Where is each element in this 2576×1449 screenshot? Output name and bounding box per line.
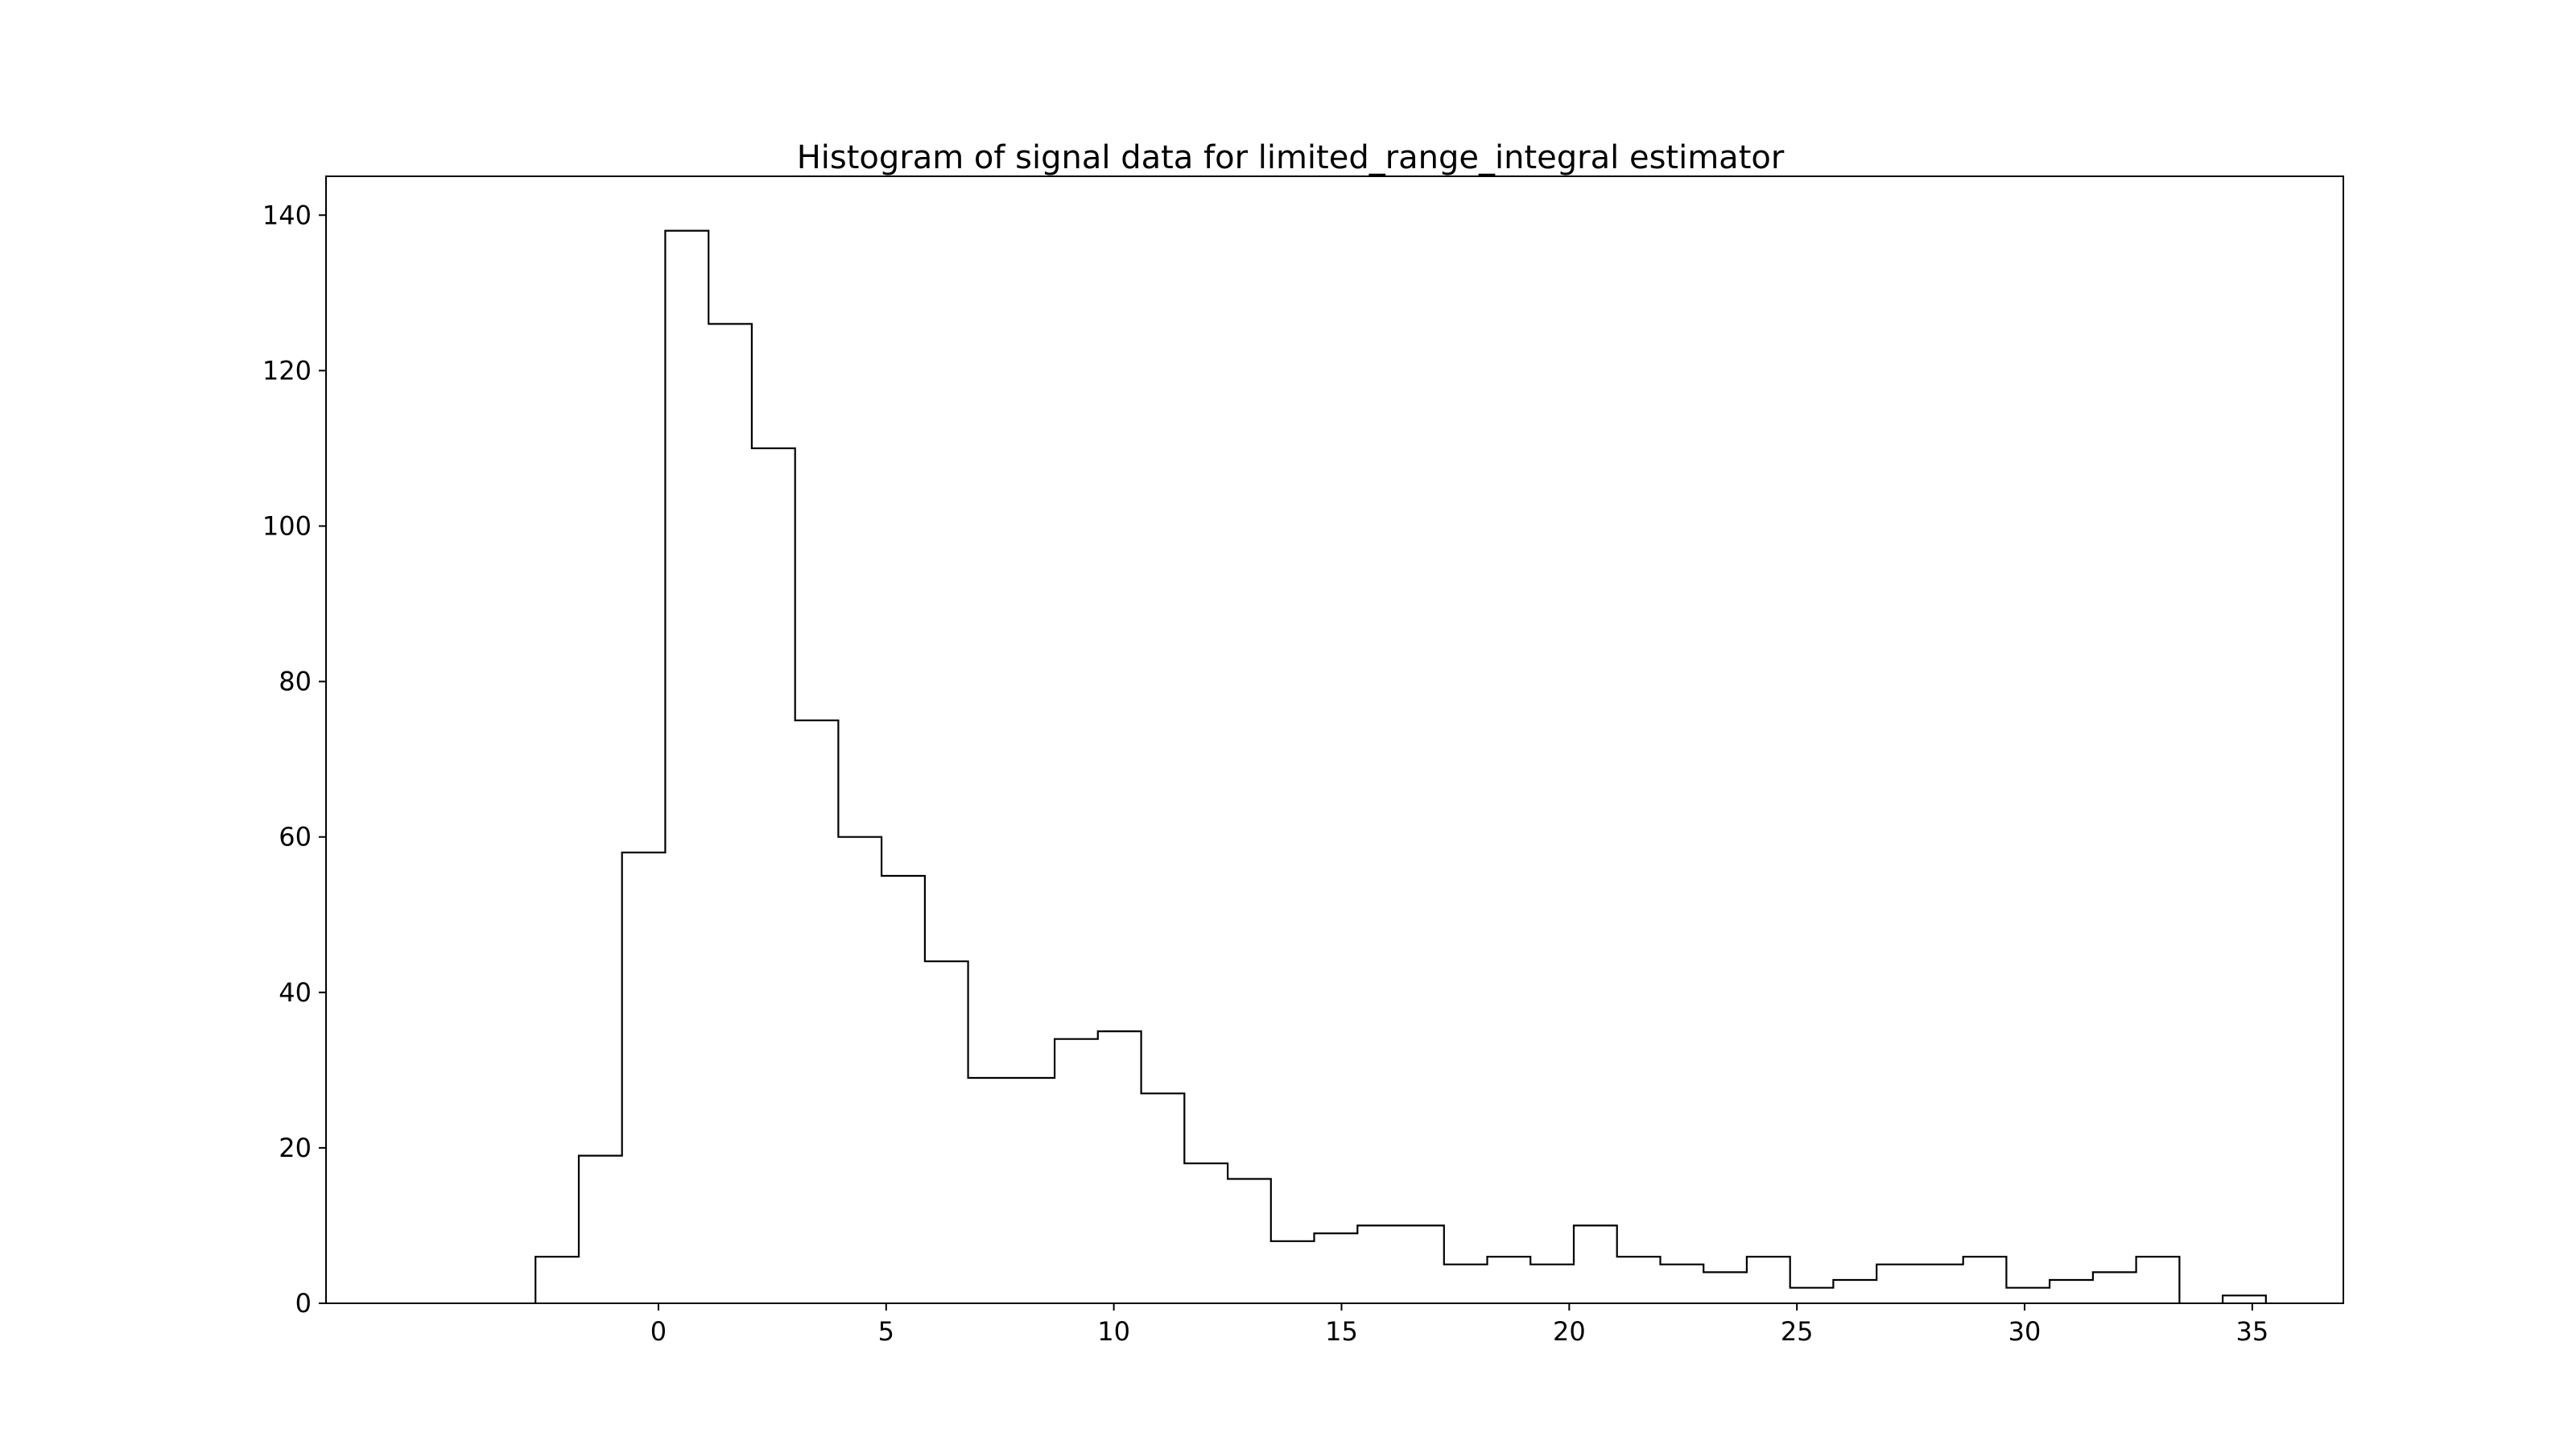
histogram-bin [708, 324, 752, 1303]
y-tick-label: 120 [262, 355, 312, 386]
histogram-bin [535, 1257, 579, 1303]
histogram-bin [1228, 1179, 1271, 1304]
y-tick-label: 20 [279, 1133, 312, 1163]
histogram-bin [2093, 1272, 2136, 1303]
histogram-bin [795, 720, 839, 1303]
y-tick-label: 80 [279, 667, 312, 697]
x-tick-label: 15 [1325, 1316, 1358, 1347]
histogram-bin [2136, 1257, 2180, 1303]
y-tick-label: 100 [262, 510, 312, 541]
x-tick-label: 30 [2008, 1316, 2041, 1347]
histogram-bin [1920, 1265, 1963, 1303]
histogram-bin [1963, 1257, 2007, 1303]
histogram-bin [1530, 1265, 1574, 1303]
x-tick-label: 5 [878, 1316, 894, 1347]
histogram-bin [1098, 1031, 1141, 1303]
histogram-bin [881, 876, 925, 1303]
histogram-bin [1055, 1039, 1098, 1303]
x-tick-label: 25 [1781, 1316, 1814, 1347]
histogram-bin [1141, 1093, 1185, 1303]
histogram-bin [1574, 1225, 1617, 1303]
histogram-bin [2006, 1288, 2050, 1303]
histogram-bin [1747, 1257, 1790, 1303]
x-tick-label: 10 [1097, 1316, 1130, 1347]
y-tick-label: 0 [295, 1288, 312, 1319]
x-tick-label: 35 [2236, 1316, 2269, 1347]
histogram-bin [1703, 1272, 1747, 1303]
histogram-bin [1488, 1257, 1531, 1303]
histogram-bin [1833, 1280, 1876, 1303]
histogram-bin [752, 448, 795, 1303]
histogram-bin [968, 1078, 1012, 1303]
histogram-step-line [535, 229, 2181, 1303]
x-tick-label: 20 [1553, 1316, 1586, 1347]
histogram-bin [1444, 1265, 1488, 1303]
histogram-bin [2223, 1295, 2266, 1303]
x-tick-label: 0 [650, 1316, 667, 1347]
histogram-bin [622, 852, 666, 1303]
histogram-bin [1184, 1163, 1228, 1303]
axes-frame [325, 175, 2344, 1304]
histogram-bin [665, 231, 708, 1303]
histogram-bin [1790, 1288, 1834, 1303]
y-tick-label: 60 [279, 822, 312, 852]
y-tick-label: 140 [262, 200, 312, 230]
histogram-bin [1011, 1078, 1055, 1303]
y-axis: 0 20 40 60 80 100 120 140 [262, 200, 326, 1319]
y-tick-label: 40 [279, 977, 312, 1008]
plot-area [535, 229, 2267, 1304]
histogram-bin [925, 961, 968, 1303]
histogram-bin [1271, 1241, 1315, 1303]
histogram-bin [1661, 1265, 1704, 1303]
histogram-step-line [2222, 1294, 2267, 1303]
histogram-bin [2050, 1280, 2093, 1303]
histogram-bin [1617, 1257, 1661, 1303]
histogram-bin [1357, 1225, 1401, 1303]
histogram-bin [1876, 1265, 1920, 1303]
histogram-bin [579, 1156, 622, 1303]
histogram-bin [1401, 1225, 1444, 1303]
histogram-bin [838, 837, 881, 1303]
chart-title: Histogram of signal data for limited_ran… [797, 139, 1785, 176]
histogram-bin [1315, 1233, 1358, 1303]
x-axis: 0 5 10 15 20 25 30 35 [650, 1303, 2268, 1347]
